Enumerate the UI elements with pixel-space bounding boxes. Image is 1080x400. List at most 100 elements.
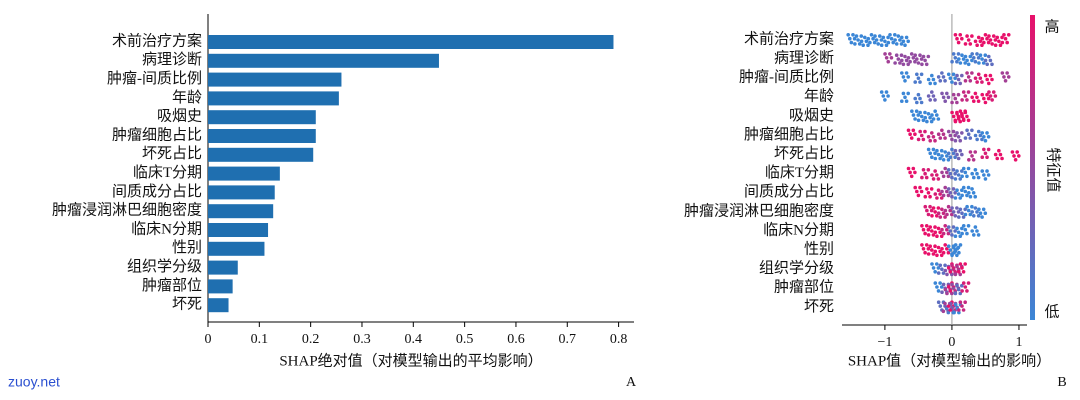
point xyxy=(938,136,943,140)
point xyxy=(920,243,924,247)
point xyxy=(946,174,951,179)
point xyxy=(918,129,922,134)
point xyxy=(1013,158,1018,162)
point xyxy=(988,58,993,63)
point xyxy=(976,56,981,60)
point xyxy=(921,54,926,59)
point xyxy=(926,112,931,116)
point xyxy=(976,129,981,134)
point xyxy=(982,147,986,152)
point xyxy=(978,76,983,80)
point xyxy=(928,115,932,120)
point xyxy=(928,81,933,86)
point xyxy=(943,150,948,154)
point xyxy=(915,189,919,194)
point xyxy=(971,233,976,237)
point xyxy=(945,227,949,232)
point xyxy=(936,226,941,231)
point xyxy=(955,73,959,78)
point xyxy=(1002,75,1006,79)
point xyxy=(973,59,978,64)
point xyxy=(960,266,964,270)
point xyxy=(933,270,937,274)
point xyxy=(982,135,986,139)
point xyxy=(980,36,985,41)
point xyxy=(906,75,911,79)
point xyxy=(970,187,974,191)
point xyxy=(925,208,929,213)
point xyxy=(1002,33,1006,37)
point xyxy=(943,185,948,190)
point xyxy=(900,99,904,103)
point xyxy=(995,35,1000,40)
point xyxy=(951,267,956,272)
point xyxy=(1010,150,1015,154)
point xyxy=(983,73,988,78)
point xyxy=(1017,154,1021,158)
point xyxy=(946,204,951,209)
point xyxy=(938,192,942,196)
point xyxy=(958,300,963,305)
bar xyxy=(208,223,269,237)
point xyxy=(906,56,911,60)
point xyxy=(950,206,954,210)
y-tick-label: 年龄 xyxy=(804,88,834,105)
point xyxy=(944,306,949,311)
point xyxy=(948,171,953,176)
point xyxy=(963,189,968,194)
point xyxy=(924,62,929,67)
point xyxy=(965,98,969,102)
y-tick-label: 吸烟史 xyxy=(157,108,202,125)
point xyxy=(960,188,964,192)
point xyxy=(931,147,936,152)
point xyxy=(961,57,966,61)
point xyxy=(939,285,944,289)
point xyxy=(908,132,912,136)
point xyxy=(1000,35,1004,40)
point xyxy=(943,287,948,292)
point xyxy=(924,224,929,228)
point xyxy=(919,114,924,119)
point xyxy=(960,231,964,236)
y-tick-label: 临床T分期 xyxy=(765,164,834,181)
point xyxy=(968,79,973,83)
point xyxy=(941,309,946,314)
point xyxy=(901,39,906,44)
point xyxy=(939,253,944,258)
point xyxy=(936,177,941,181)
point xyxy=(986,147,991,152)
point xyxy=(965,71,969,75)
point xyxy=(966,132,971,136)
point xyxy=(941,231,946,236)
point xyxy=(881,94,886,98)
point xyxy=(966,75,971,79)
point xyxy=(857,42,862,46)
point xyxy=(970,34,974,38)
point xyxy=(963,207,967,212)
point xyxy=(930,155,934,159)
point xyxy=(955,131,959,135)
point xyxy=(956,40,961,45)
colorbar-low: 低 xyxy=(1044,303,1059,320)
point xyxy=(950,137,954,142)
point xyxy=(953,56,958,60)
point xyxy=(926,227,931,232)
point xyxy=(900,35,904,40)
point xyxy=(891,40,896,45)
point xyxy=(923,171,927,176)
point xyxy=(946,187,951,191)
point xyxy=(898,61,902,65)
x-tick-label: 0.2 xyxy=(302,332,320,347)
x-tick-label: 0.6 xyxy=(507,332,525,347)
point xyxy=(961,166,966,171)
point xyxy=(973,133,978,138)
point xyxy=(961,281,966,285)
point xyxy=(935,234,939,238)
point xyxy=(955,112,959,116)
point xyxy=(946,266,951,270)
point xyxy=(886,40,891,45)
point xyxy=(910,109,914,113)
point xyxy=(918,53,922,57)
point xyxy=(990,98,994,102)
point xyxy=(931,266,936,270)
